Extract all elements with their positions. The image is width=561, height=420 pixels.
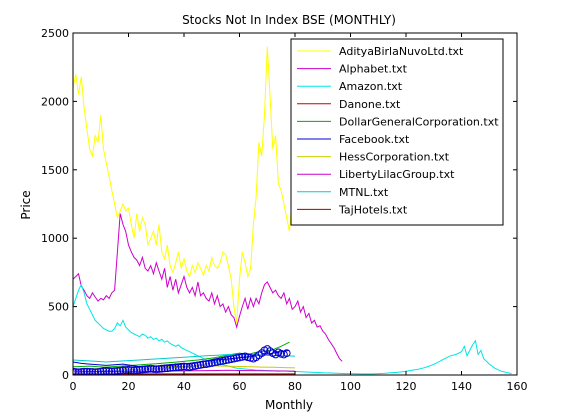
legend-label: LibertyLilacGroup.txt [339,168,455,181]
data-point [235,353,244,362]
legend: AdityaBirlaNuvoLtd.txt Alphabet.txt Amazon… [290,38,504,226]
data-point [188,362,197,371]
legend-label: DollarGeneralCorporation.txt [339,115,499,128]
data-point [77,368,86,375]
data-point [169,363,177,372]
y-tick-label: 500 [48,301,69,314]
legend-label: TajHotels.txt [338,203,408,216]
x-tick-label: 160 [507,380,528,393]
x-tick-label: 0 [70,380,77,393]
data-point [166,364,175,372]
legend-label: Danone.txt [339,98,401,111]
data-point [230,354,238,363]
data-point [232,354,241,362]
data-point [102,367,111,375]
y-tick-label: 1000 [41,232,69,245]
data-point [130,366,139,375]
x-tick-label: 140 [451,380,472,393]
data-point [171,363,180,372]
data-point [202,360,211,369]
data-point [174,363,183,372]
y-axis-label: Price [19,190,33,219]
x-tick-label: 60 [233,380,247,393]
data-point [121,366,130,375]
data-point [191,362,200,370]
data-point [238,353,247,361]
x-tick-label: 40 [177,380,191,393]
data-point [96,367,105,375]
series-line-adityabirlanuvoltd [73,46,293,324]
y-tick-label: 0 [62,369,69,382]
data-point [135,365,144,374]
legend-label: Alphabet.txt [339,63,408,76]
legend-box [290,38,504,226]
data-point [221,356,230,365]
data-point [210,358,219,367]
data-point [160,364,169,373]
data-point [196,361,205,369]
x-tick-label: 120 [396,380,417,393]
legend-label: MTNL.txt [339,186,389,199]
data-point [138,365,147,374]
legend-label: HessCorporation.txt [339,151,450,164]
data-point [144,365,152,373]
x-axis-label: Monthly [265,398,313,412]
data-point [88,368,97,375]
data-point [146,364,155,373]
data-point [213,358,222,366]
series-line-dollargeneralcorporation [73,341,290,368]
data-point [113,367,122,375]
data-point [94,368,102,375]
series-line-mtnl [73,353,296,363]
legend-label: AdityaBirlaNuvoLtd.txt [339,45,464,58]
series-line-amazon [73,283,512,375]
series-marker-series [73,345,291,375]
data-point [224,355,233,364]
data-point [282,349,291,358]
data-point [85,368,94,375]
x-tick-label: 20 [122,380,136,393]
data-point [80,367,88,375]
legend-label: Amazon.txt [339,80,403,93]
data-point [180,362,188,371]
data-point [152,365,161,374]
chart-title: Stocks Not In Index BSE (MONTHLY) [182,13,396,27]
data-point [149,365,158,373]
y-tick-label: 1500 [41,164,69,177]
data-point [157,364,166,373]
y-tick-label: 2500 [41,27,69,40]
data-point [227,355,236,364]
data-point [83,367,91,375]
data-point [216,357,225,366]
axes: 0 20 40 60 80 100 120 140 160 0 500 1000 1500 2000 250… [41,27,528,393]
data-point [73,367,77,375]
data-point [116,366,125,375]
series-line-alphabet [73,213,343,362]
x-tick-label: 100 [340,380,361,393]
y-tick-label: 2000 [41,95,69,108]
data-point [141,365,150,374]
x-tick-label: 80 [288,380,302,393]
data-point [205,359,213,368]
data-point [257,349,266,358]
data-point [91,368,100,375]
legend-label: Facebook.txt [339,133,410,146]
data-point [177,362,186,371]
data-point [163,364,172,373]
data-point [199,360,208,369]
data-point [182,362,191,371]
data-point [74,368,83,375]
data-point [73,368,80,375]
data-point [119,366,127,375]
data-point [132,366,141,375]
data-point [127,366,136,375]
data-point [194,361,202,370]
data-point [263,345,272,353]
data-point [155,365,163,373]
